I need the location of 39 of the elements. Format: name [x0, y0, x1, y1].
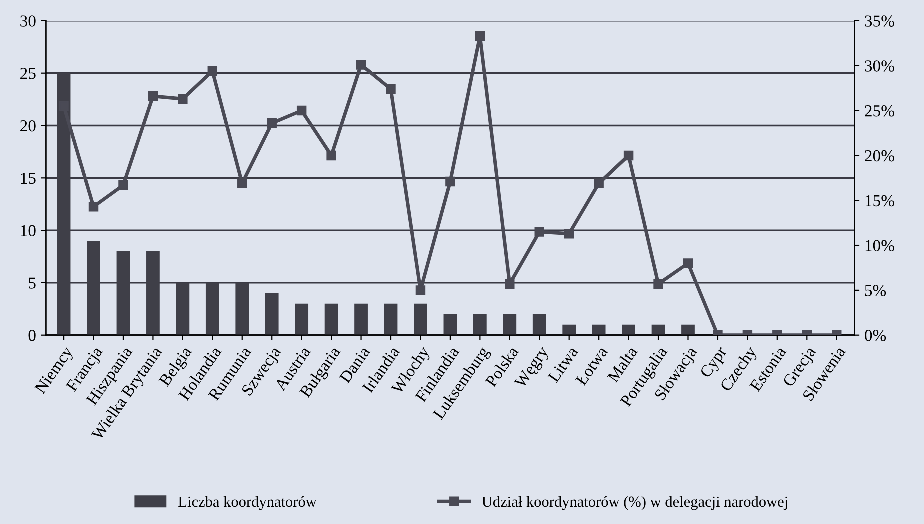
y-tick-label: 25 [20, 68, 36, 80]
point [654, 279, 664, 290]
y-tick-label: 30 [20, 16, 36, 27]
y2-tick-label: 30% [865, 60, 894, 72]
point [148, 92, 158, 102]
y2-tick-label: 5% [865, 285, 886, 296]
y2-tick-label: 20% [865, 150, 894, 162]
point [118, 180, 128, 190]
legend-label: Udział koordynatorów (%) w delegacji narodowej [482, 496, 788, 510]
y-tick-label: 10 [21, 225, 36, 237]
point [386, 84, 396, 94]
point [326, 150, 336, 161]
y-tick-label: 20 [20, 120, 36, 132]
point [208, 66, 218, 76]
y2-tick-label: 35% [865, 16, 894, 27]
point [238, 178, 248, 188]
point [564, 228, 574, 239]
point [178, 94, 188, 104]
legend-label: Liczba koordynatorów [178, 496, 317, 510]
point [296, 106, 307, 116]
point [446, 176, 456, 187]
point [416, 286, 426, 296]
point [594, 178, 604, 188]
point [88, 202, 99, 212]
y2-tick-label: 10% [866, 240, 894, 252]
point [59, 101, 69, 112]
point [624, 150, 634, 161]
y2-tick-label: 15% [866, 195, 894, 207]
y2-tick-label: 0% [865, 330, 886, 342]
point [683, 258, 694, 268]
point [267, 118, 277, 128]
point [356, 60, 366, 70]
point [534, 227, 544, 237]
point [505, 279, 515, 290]
y-tick-label: 0 [28, 330, 36, 342]
y-tick-label: 15 [21, 172, 36, 184]
point [475, 31, 486, 42]
y2-tick-label: 25% [865, 105, 894, 117]
y-tick-label: 5 [29, 278, 36, 289]
